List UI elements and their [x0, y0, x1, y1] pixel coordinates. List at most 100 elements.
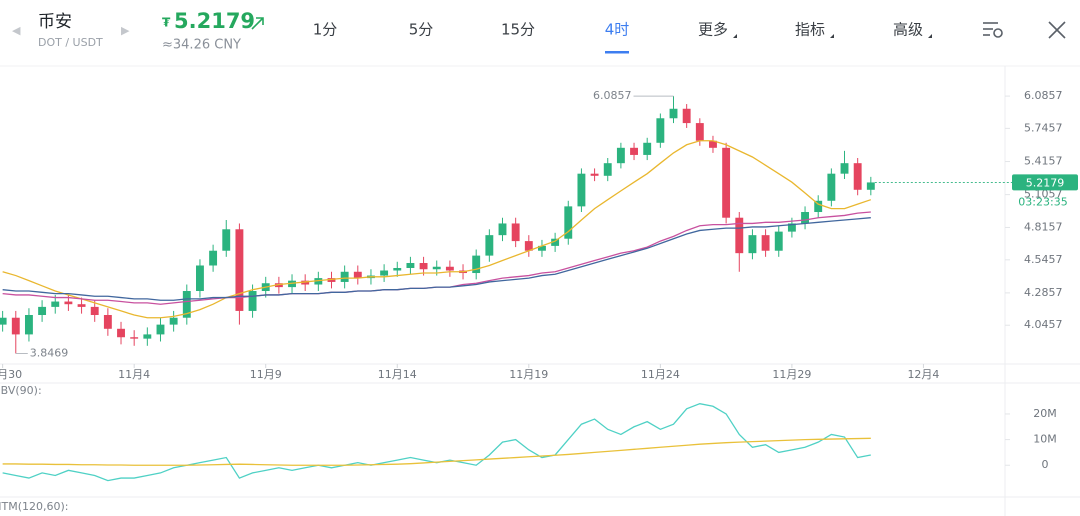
candle-body	[801, 212, 809, 224]
candle-body	[472, 255, 481, 274]
candle-body	[866, 182, 875, 190]
candle-body	[143, 334, 152, 339]
candle-body	[0, 317, 7, 325]
candle-body	[643, 142, 652, 155]
interval-tab[interactable]: 1分	[313, 21, 338, 39]
candle-body	[722, 147, 731, 218]
line-series	[2, 217, 871, 301]
x-tick-label: 12月4	[907, 368, 939, 381]
candle-body	[590, 173, 599, 176]
candle-body	[498, 223, 507, 236]
plot: 6.0857 5.7457 5.4157 5.1057 4.8157 4.5457 4.28…	[0, 89, 1078, 482]
candle-body	[235, 229, 244, 311]
price-box-label: 5.2179	[1026, 176, 1065, 189]
countdown: 03:23:35	[1018, 195, 1067, 208]
interval-tab[interactable]: 更多	[698, 21, 728, 39]
y-tick-label: 5.1057	[1024, 188, 1063, 201]
candle-body	[695, 123, 704, 141]
candle-body	[682, 108, 691, 124]
prev-arrow[interactable]: ◀	[12, 24, 21, 37]
candle-body	[814, 200, 823, 213]
candle-body	[709, 140, 717, 148]
y-tick-label: 4.5457	[1024, 253, 1063, 266]
candle-body	[248, 291, 257, 311]
dropdown-corner	[928, 34, 932, 38]
settings-icon[interactable]	[983, 22, 1003, 38]
candle-body	[117, 328, 125, 338]
candle-body	[564, 206, 573, 239]
min-label: 3.8469	[30, 346, 69, 359]
candle-body	[656, 118, 665, 143]
mtm-title: MTM(120,60):	[0, 500, 68, 513]
candle-body	[182, 291, 191, 318]
candle-body	[77, 304, 86, 307]
candle-body	[538, 245, 546, 251]
candle-body	[445, 266, 454, 271]
cny-price: ≈34.26 CNY	[162, 38, 241, 53]
candle-body	[11, 317, 20, 335]
candle-body	[735, 217, 744, 254]
x-tick-label: 10月30	[0, 368, 22, 381]
candle-body	[51, 301, 60, 307]
candle-body	[616, 147, 625, 164]
pair: DOT / USDT	[38, 36, 103, 49]
candle-body	[853, 163, 862, 190]
interval-tabs: 1分 5分 15分 4时 更多 指标 高级	[313, 21, 932, 54]
candle-body	[340, 271, 349, 282]
interval-tab[interactable]: 15分	[501, 21, 535, 39]
y-tick-label: 0	[1042, 458, 1049, 471]
candle-body	[761, 235, 770, 251]
dropdown-corner	[733, 34, 737, 38]
candle-body	[524, 241, 533, 251]
interval-tab[interactable]: 指标	[795, 21, 825, 39]
candle-body	[827, 173, 836, 201]
candle-body	[393, 267, 402, 271]
candle-body	[209, 250, 218, 266]
interval-tab[interactable]: 高级	[893, 21, 923, 39]
candle-body	[156, 324, 165, 335]
candle-body	[669, 108, 678, 119]
obv-title: OBV(90):	[0, 384, 42, 397]
y-tick-label: 5.4157	[1024, 155, 1063, 168]
candle-body	[551, 238, 560, 246]
dropdown-corner	[830, 34, 834, 38]
x-tick-label: 11月4	[118, 368, 150, 381]
candle-body	[196, 265, 204, 292]
y-tick-label: 5.7457	[1024, 121, 1063, 134]
x-tick-label: 11月24	[641, 368, 680, 381]
line-series	[2, 437, 871, 466]
candle-body	[380, 270, 389, 276]
candle-body	[419, 263, 428, 270]
candle-body	[64, 301, 73, 305]
y-tick-label: 4.2857	[1024, 286, 1063, 299]
x-tick-label: 11月14	[378, 368, 417, 381]
candle-body	[24, 315, 33, 335]
line-series	[2, 140, 872, 319]
candle-body	[603, 163, 612, 176]
candle-body	[432, 266, 441, 270]
currency-symbol: ₮	[162, 16, 171, 30]
x-tick-label: 11月29	[772, 368, 811, 381]
interval-tab[interactable]: 5分	[409, 21, 434, 39]
x-tick-label: 11月19	[509, 368, 548, 381]
candle-body	[577, 173, 586, 207]
close-icon[interactable]	[1048, 21, 1066, 39]
candle-body	[38, 306, 47, 316]
candle-body	[130, 337, 139, 339]
interval-tab[interactable]: 4时	[605, 21, 630, 39]
y-tick-label: 10M	[1033, 433, 1057, 446]
y-tick-label: 20M	[1033, 407, 1057, 420]
exchange-title: 币安	[38, 12, 72, 32]
candle-body	[630, 147, 638, 155]
x-tick-label: 11月9	[250, 368, 282, 381]
candle-body	[406, 263, 415, 268]
y-tick-label: 6.0857	[1024, 89, 1063, 102]
next-arrow[interactable]: ▶	[121, 24, 130, 37]
price-box	[1012, 174, 1078, 191]
up-arrow	[251, 17, 264, 30]
candle-body	[787, 223, 796, 232]
candle-body	[485, 235, 494, 256]
candle-body	[511, 223, 520, 242]
last-price: 5.2179	[174, 9, 255, 33]
